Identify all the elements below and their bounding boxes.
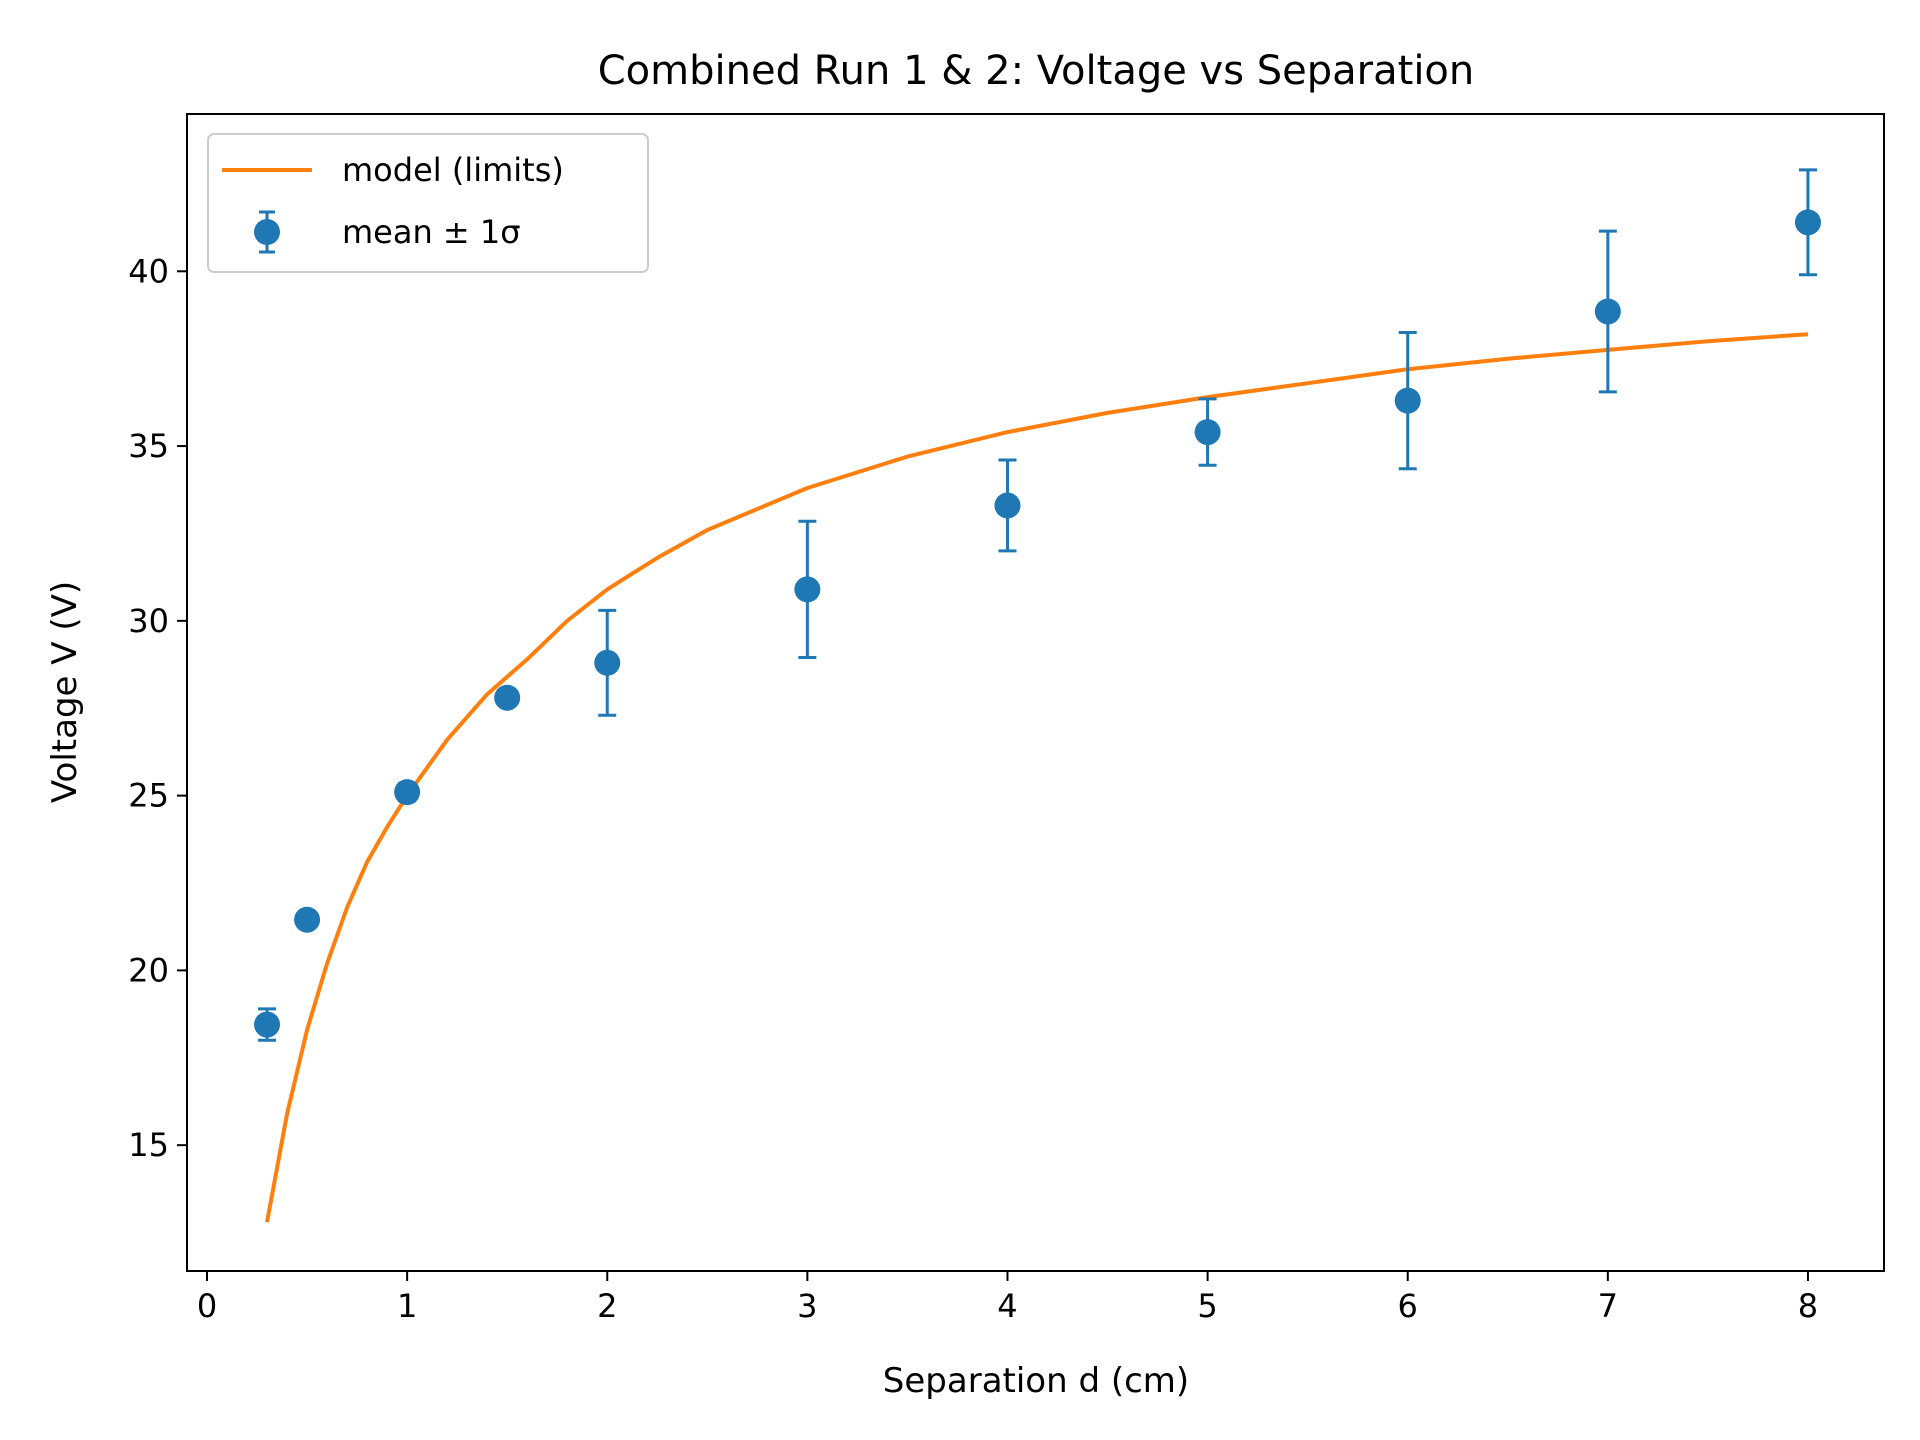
x-tick-label: 2	[597, 1287, 617, 1325]
data-point	[394, 779, 421, 806]
x-axis-ticks: 0 1 2 3 4 5 6 7 8	[197, 1271, 1818, 1325]
data-point	[1394, 330, 1421, 471]
y-tick-label: 25	[128, 777, 169, 815]
y-tick-label: 40	[128, 252, 169, 290]
x-tick-label: 4	[997, 1287, 1017, 1325]
y-tick-label: 15	[128, 1126, 169, 1164]
data-point	[1594, 229, 1621, 394]
data-marker	[994, 492, 1021, 519]
legend: model (limits) mean ± 1σ	[207, 133, 649, 273]
chart-title: Combined Run 1 & 2: Voltage vs Separatio…	[598, 48, 1475, 94]
data-marker	[294, 906, 321, 933]
legend-model-label: model (limits)	[342, 151, 564, 189]
data-point	[254, 1007, 281, 1042]
data-marker	[594, 649, 621, 676]
y-axis-ticks: 15 20 25 30 35 40	[128, 252, 187, 1164]
data-marker	[254, 1011, 281, 1038]
y-tick-label: 35	[128, 427, 169, 465]
x-tick-label: 8	[1798, 1287, 1818, 1325]
axes-frame	[186, 113, 1885, 1272]
data-point	[594, 608, 621, 717]
data-marker	[394, 779, 421, 806]
y-axis-label: Voltage V (V)	[45, 581, 85, 803]
data-point	[794, 519, 821, 660]
data-marker	[1794, 209, 1821, 236]
data-marker	[1194, 419, 1221, 446]
legend-errorbar-swatch	[254, 210, 280, 254]
data-marker	[1594, 298, 1621, 325]
x-axis-label: Separation d (cm)	[883, 1361, 1189, 1401]
x-tick-label: 3	[797, 1287, 817, 1325]
plot-area	[186, 113, 1885, 1272]
data-point	[1194, 397, 1221, 467]
legend-box	[207, 133, 649, 273]
data-point	[994, 458, 1021, 553]
data-points-layer	[254, 168, 1821, 1042]
data-marker	[794, 576, 821, 603]
data-point	[1794, 168, 1821, 277]
data-point	[294, 906, 321, 933]
x-tick-label: 1	[397, 1287, 417, 1325]
x-tick-label: 7	[1598, 1287, 1618, 1325]
x-tick-label: 6	[1398, 1287, 1418, 1325]
data-marker	[1394, 387, 1421, 414]
y-tick-label: 30	[128, 602, 169, 640]
model-line	[265, 332, 1809, 1223]
data-marker	[494, 684, 521, 711]
x-tick-label: 0	[197, 1287, 217, 1325]
model-line-layer	[265, 332, 1809, 1223]
x-tick-label: 5	[1197, 1287, 1217, 1325]
data-point	[494, 684, 521, 711]
legend-mean-label: mean ± 1σ	[342, 213, 521, 251]
y-tick-label: 20	[128, 951, 169, 989]
